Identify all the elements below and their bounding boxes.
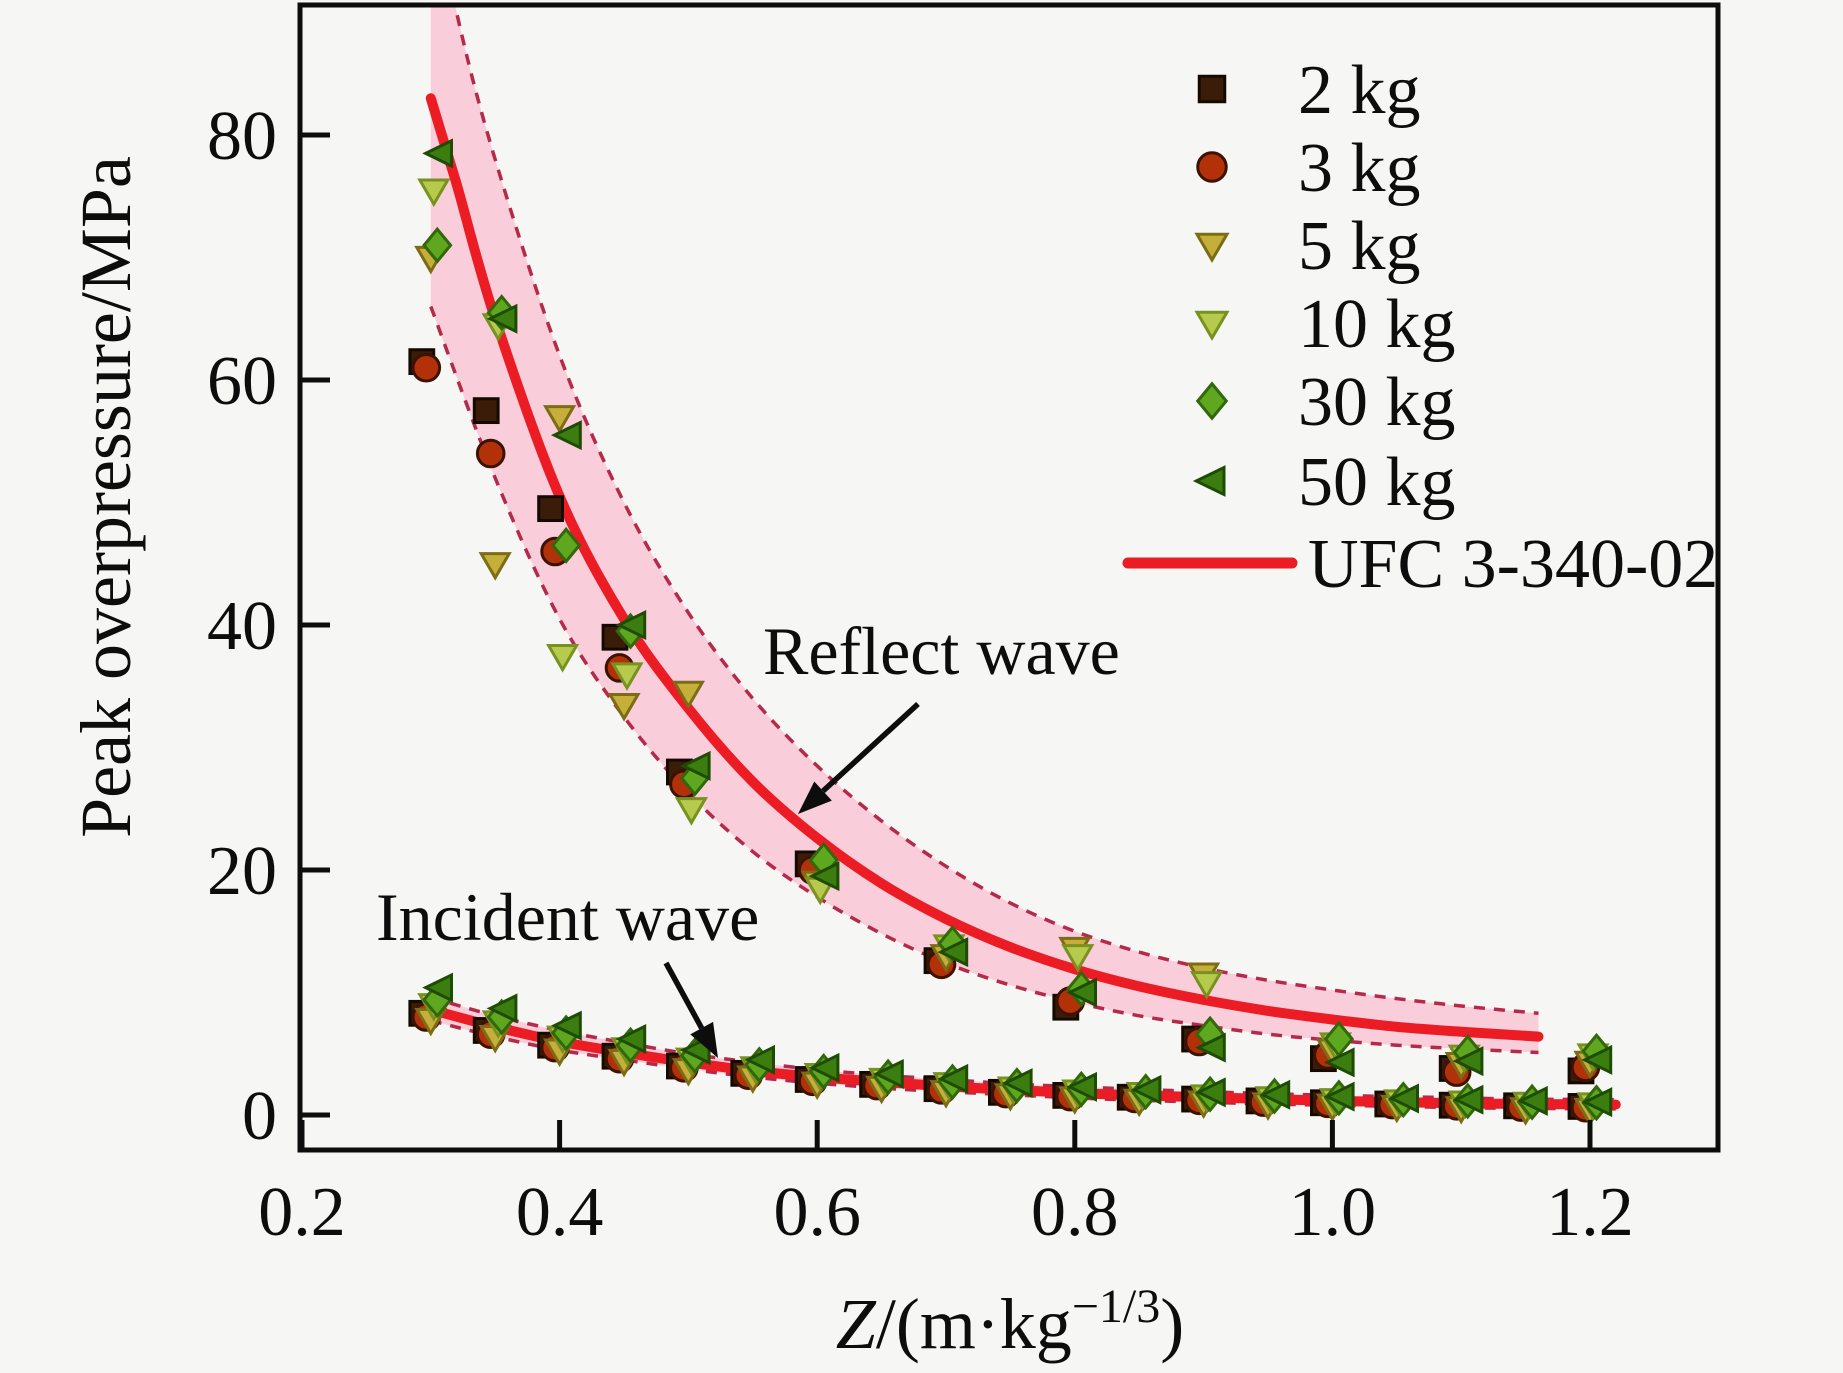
legend-label: UFC 3-340-02: [1308, 526, 1718, 603]
y-tick-label: 80: [207, 98, 277, 175]
legend-label: 10 kg: [1298, 286, 1456, 363]
data-point-marker: [1581, 1044, 1613, 1075]
legend-item-10-kg: 10 kg: [1194, 286, 1456, 363]
data-point-marker: [417, 178, 451, 208]
data-point-marker: [1452, 1046, 1484, 1077]
legend-item-5-kg: 5 kg: [1194, 208, 1421, 285]
legend-item-3-kg: 3 kg: [1196, 130, 1421, 207]
data-point-marker: [1259, 1079, 1291, 1110]
data-point-marker: [486, 303, 518, 334]
legend-label: 30 kg: [1298, 364, 1456, 441]
data-point-marker: [1516, 1085, 1548, 1116]
x-tick-label: 1.0: [1289, 1174, 1377, 1251]
annotation-arrowhead: [690, 1021, 718, 1058]
y-axis-label: Peak overpressure/MPa: [66, 156, 146, 838]
data-point-marker: [1194, 1032, 1226, 1063]
y-tick-label: 20: [207, 833, 277, 910]
data-point-marker: [422, 972, 453, 1003]
data-point-marker: [1452, 1084, 1484, 1115]
data-point-marker: [472, 397, 500, 425]
x-axis-label: Z/(m·kg−1/3): [836, 1280, 1184, 1364]
data-point-marker: [1001, 1068, 1033, 1099]
legend-marker: [1194, 232, 1230, 263]
ufc-reflect-line: [425, 93, 1544, 1042]
legend-marker: [1195, 381, 1229, 421]
reflect-band-upper-edge: [453, 5, 1539, 1016]
plot-border: [297, 2, 1721, 1153]
data-point-marker: [550, 526, 582, 564]
axes: 0.2 0.4 0.6 0.8 1.0 1.2 0 20 40 60 80: [207, 2, 1721, 1251]
legend-item-ufc: UFC 3-340-02: [1122, 526, 1718, 603]
data-point-marker: [808, 861, 840, 892]
data-point-marker: [937, 925, 968, 962]
annotation-arrow: [821, 701, 920, 794]
data-point-marker: [411, 352, 442, 383]
annotation-arrow: [663, 961, 705, 1030]
data-point-marker: [872, 1058, 904, 1089]
data-point-marker: [1194, 1077, 1226, 1108]
data-point-marker: [615, 1024, 647, 1055]
legend-marker: [1192, 465, 1226, 497]
data-point-marker: [607, 693, 641, 722]
data-point-marker: [1388, 1083, 1419, 1114]
y-tick-label: 0: [242, 1078, 277, 1155]
data-point-marker: [550, 420, 582, 451]
data-point-marker: [610, 662, 644, 691]
legend-label: 2 kg: [1298, 52, 1421, 129]
data-point-marker: [1323, 1047, 1355, 1078]
data-point-marker: [550, 1010, 582, 1041]
data-point-marker: [486, 993, 518, 1024]
annotation-text: Incident wave: [376, 879, 759, 955]
data-point-marker: [1581, 1087, 1613, 1118]
data-point-marker: [1061, 944, 1095, 973]
legend-item-2-kg: 2 kg: [1197, 52, 1421, 129]
x-tick-label: 0.4: [516, 1174, 604, 1251]
data-point-marker: [422, 226, 453, 264]
legend-marker: [1197, 74, 1227, 104]
reflect-band-fill: [430, 5, 1539, 1053]
annotation-arrowhead: [798, 781, 832, 814]
data-point-marker: [478, 552, 512, 581]
legend-item-50-kg: 50 kg: [1192, 444, 1456, 521]
x-tick-label: 0.2: [258, 1174, 346, 1251]
data-point-marker: [537, 495, 565, 523]
x-tick-label: 0.6: [773, 1174, 861, 1251]
data-point-marker: [671, 680, 706, 710]
annotation-text: Reflect wave: [763, 613, 1120, 689]
data-point-marker: [615, 610, 647, 640]
data-point-marker: [1189, 971, 1224, 1000]
data-point-marker: [542, 405, 577, 434]
legend-marker: [1194, 310, 1230, 341]
data-point-marker: [545, 644, 580, 673]
data-point-marker: [1130, 1074, 1162, 1105]
legend-label: 50 kg: [1298, 444, 1456, 521]
legend-label: 5 kg: [1298, 208, 1421, 285]
annotation-reflect-wave: Reflect wave: [763, 613, 1120, 814]
y-tick-label: 60: [207, 343, 277, 420]
data-point-marker: [937, 1063, 969, 1094]
data-point-marker: [744, 1044, 775, 1075]
legend-label: 3 kg: [1298, 130, 1421, 207]
data-point-marker: [475, 438, 506, 469]
data-point-marker: [674, 797, 709, 826]
x-tick-label: 0.8: [1031, 1174, 1119, 1251]
x-tick-label: 1.2: [1546, 1174, 1634, 1251]
legend-item-30-kg: 30 kg: [1195, 364, 1456, 441]
legend-marker: [1196, 151, 1228, 183]
data-point-marker: [1066, 1071, 1097, 1102]
data-point-marker: [679, 750, 711, 781]
annotation-incident-wave: Incident wave: [376, 879, 759, 1058]
data-point-marker: [808, 1052, 840, 1083]
data-point-marker: [1066, 977, 1097, 1008]
data-point-marker: [1323, 1081, 1355, 1112]
data-point-marker: [937, 937, 969, 968]
data-point-marker: [422, 138, 453, 169]
series-50-kg: [422, 138, 1613, 1118]
y-tick-label: 40: [207, 588, 277, 665]
